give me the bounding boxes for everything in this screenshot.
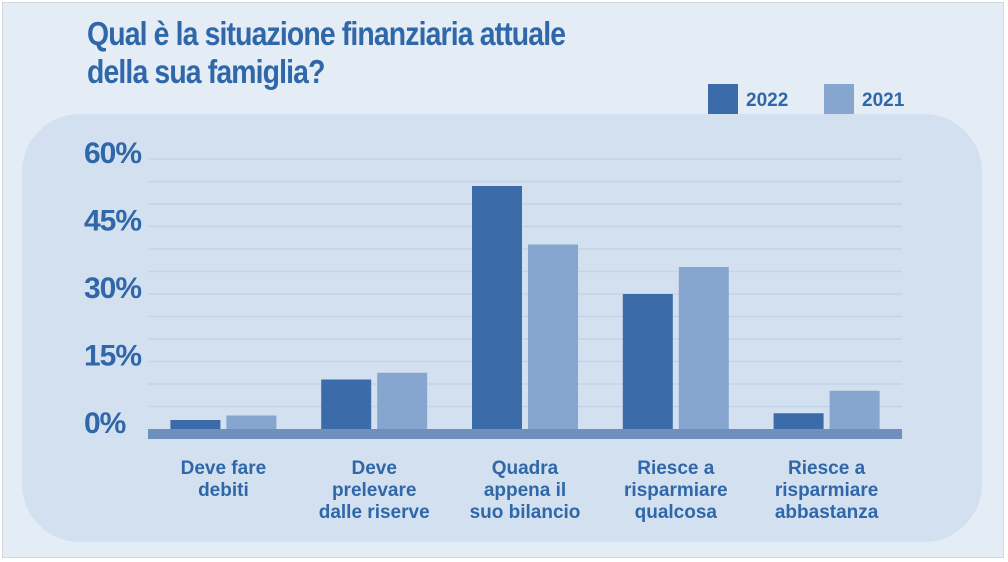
category-label: Quadra appena il suo bilancio — [470, 458, 581, 523]
bar-2021-4 — [678, 267, 729, 429]
y-tick-label: 30% — [84, 272, 141, 305]
category-label: Deve prelevare dalle riserve — [319, 458, 430, 523]
chart-title-line-1: Qual è la situazione finanziaria attuale — [87, 15, 566, 52]
y-tick-label: 60% — [84, 137, 141, 170]
legend-swatch-2021 — [824, 84, 854, 114]
chart-title: Qual è la situazione finanziaria attuale… — [87, 15, 637, 91]
x-axis-baseline — [148, 429, 902, 439]
x-axis-categories: Deve fare debiti Deve prelevare dalle riserv… — [181, 458, 879, 523]
y-tick-label: 45% — [84, 205, 141, 238]
category-label: Deve fare debiti — [181, 458, 267, 501]
category-label: Riesce a risparmiare abbastanza — [775, 458, 879, 523]
legend-label-2021: 2021 — [862, 90, 905, 111]
legend: 2022 2021 — [708, 84, 905, 114]
y-tick-label: 0% — [84, 407, 126, 440]
bar-2021-5 — [829, 390, 880, 429]
bars — [148, 186, 902, 439]
category-label: Riesce a risparmiare qualcosa — [624, 458, 728, 523]
legend-swatch-2022 — [708, 84, 738, 114]
bar-2022-3 — [472, 186, 522, 429]
bar-2022-5 — [773, 413, 824, 429]
bar-2021-2 — [377, 372, 428, 429]
chart-title-line-2: della sua famiglia? — [87, 53, 325, 90]
grid-lines — [148, 158, 902, 408]
bar-2021-3 — [528, 244, 578, 429]
bar-2022-4 — [622, 294, 673, 429]
legend-label-2022: 2022 — [746, 90, 788, 111]
y-tick-label: 15% — [84, 340, 141, 373]
bar-2022-2 — [321, 379, 372, 429]
bar-2022-1 — [170, 420, 221, 429]
y-axis: 0% 15% 30% 45% 60% — [84, 137, 142, 440]
bar-2021-1 — [226, 415, 277, 429]
